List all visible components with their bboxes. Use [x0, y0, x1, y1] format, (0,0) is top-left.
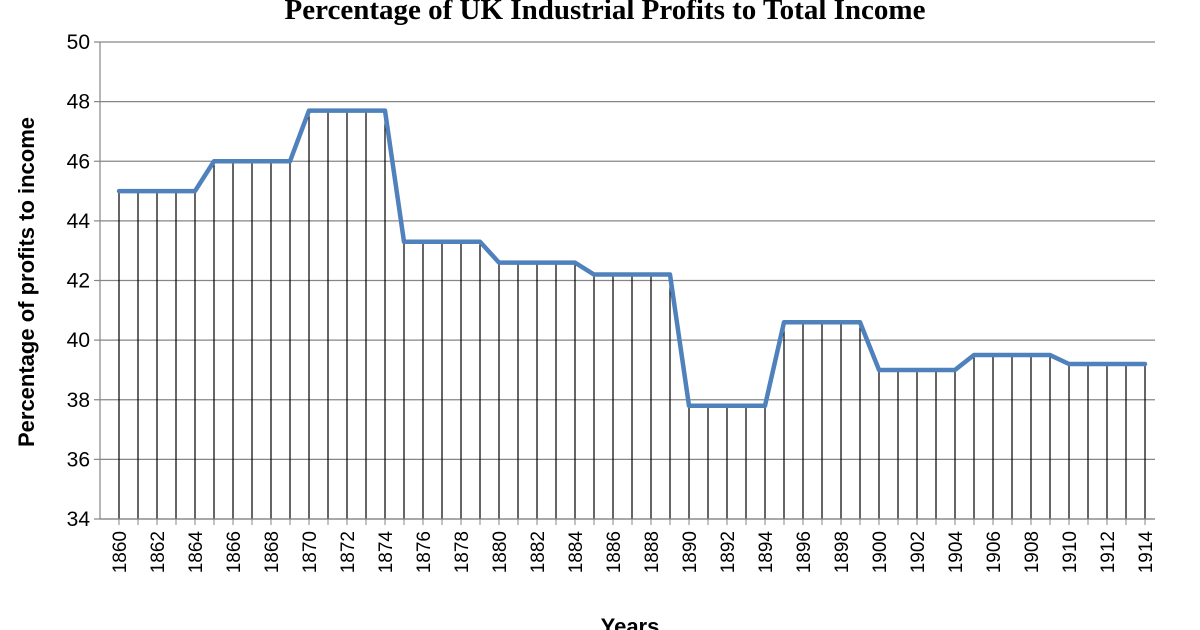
gridlines [100, 41, 1155, 520]
y-tick-label: 44 [67, 210, 91, 233]
y-tick-label: 48 [67, 91, 90, 114]
axes [94, 41, 1155, 525]
x-tick-label: 1912 [1098, 531, 1119, 573]
y-tick-label: 36 [67, 448, 90, 471]
x-tick-label: 1874 [376, 531, 397, 574]
y-tick-label: 40 [67, 329, 90, 352]
x-axis-title: Years [601, 614, 660, 630]
y-tick-label: 42 [67, 270, 90, 293]
x-tick-label: 1884 [566, 531, 587, 574]
x-tick-label: 1890 [680, 531, 701, 573]
y-tick-label: 50 [67, 31, 90, 54]
x-tick-label: 1878 [452, 531, 473, 573]
x-tick-label: 1892 [718, 531, 739, 573]
x-tick-label: 1864 [186, 531, 207, 574]
x-tick-label: 1904 [946, 531, 967, 574]
x-tick-label: 1866 [224, 531, 245, 573]
x-tick-label: 1860 [110, 531, 131, 573]
x-tick-label: 1906 [984, 531, 1005, 573]
y-axis-title: Percentage of profits to income [14, 117, 39, 447]
x-tick-label: 1880 [490, 531, 511, 573]
series-lines [116, 108, 1148, 408]
x-tick-label: 1908 [1022, 531, 1043, 573]
chart-title: Percentage of UK Industrial Profits to T… [285, 0, 926, 26]
series-line [116, 108, 1148, 408]
x-tick-label: 1882 [528, 531, 549, 573]
x-tick-label: 1898 [832, 531, 853, 573]
x-tick-label: 1894 [756, 531, 777, 574]
x-tick-label: 1900 [870, 531, 891, 573]
x-tick-label: 1870 [300, 531, 321, 573]
y-tick-labels: 34 36 38 40 42 44 46 48 50 [67, 31, 91, 531]
drop-lines [118, 110, 1146, 519]
y-tick-label: 46 [67, 150, 90, 173]
x-tick-label: 1902 [908, 531, 929, 573]
y-tick-label: 38 [67, 389, 90, 412]
x-tick-labels: 1860 1862 1864 1866 1868 1870 1872 1874 1876 1878… [110, 531, 1157, 574]
x-tick-label: 1876 [414, 531, 435, 573]
y-tick-label: 34 [67, 508, 91, 531]
x-tick-label: 1914 [1136, 531, 1157, 574]
x-tick-label: 1910 [1060, 531, 1081, 573]
x-tick-label: 1888 [642, 531, 663, 573]
x-tick-label: 1896 [794, 531, 815, 573]
x-tick-label: 1886 [604, 531, 625, 573]
x-tick-label: 1868 [262, 531, 283, 573]
x-tick-label: 1862 [148, 531, 169, 573]
x-tick-label: 1872 [338, 531, 359, 573]
